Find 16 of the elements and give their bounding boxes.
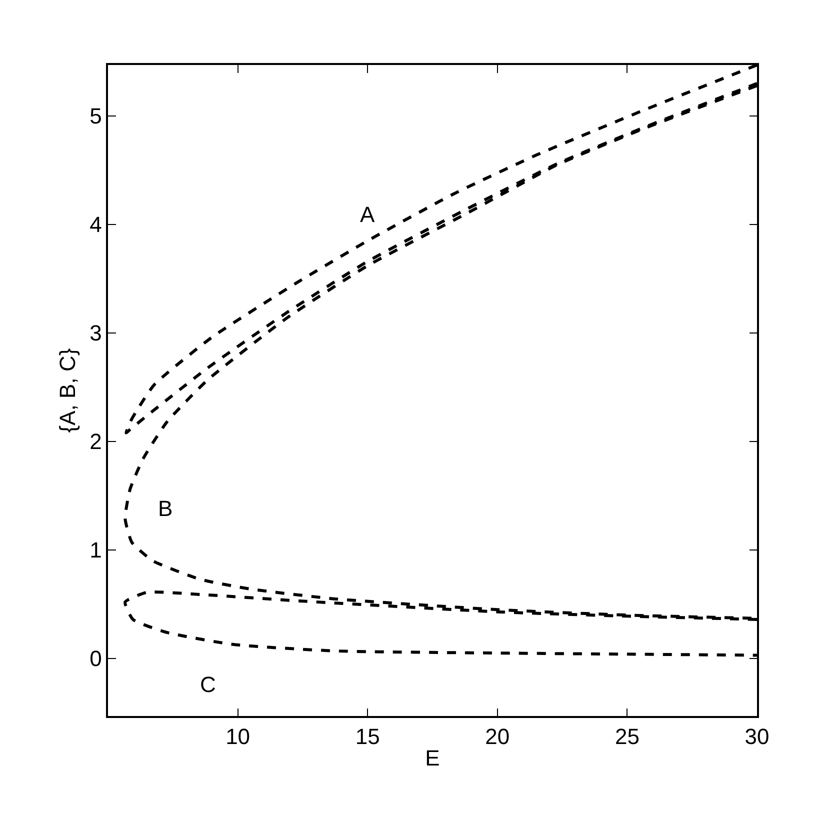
- y-tick-label: 2: [90, 429, 102, 454]
- x-tick-label: 25: [614, 724, 640, 750]
- y-tick-label: 5: [90, 104, 102, 129]
- x-axis-title: E: [425, 746, 440, 771]
- y-tick-label: 0: [90, 646, 102, 672]
- series-label: C: [200, 672, 216, 697]
- y-tick-label: 3: [90, 320, 102, 346]
- x-tick-label: 20: [485, 724, 510, 750]
- x-tick-label: 10: [226, 724, 250, 750]
- y-tick-label: 4: [90, 212, 102, 238]
- y-axis-title: {A, B, C}: [54, 348, 80, 433]
- series-label: B: [158, 496, 173, 521]
- x-tick-label: 30: [744, 724, 770, 750]
- series-label: A: [360, 202, 375, 227]
- x-tick-label: 15: [355, 724, 380, 750]
- y-tick-label: 1: [90, 538, 102, 563]
